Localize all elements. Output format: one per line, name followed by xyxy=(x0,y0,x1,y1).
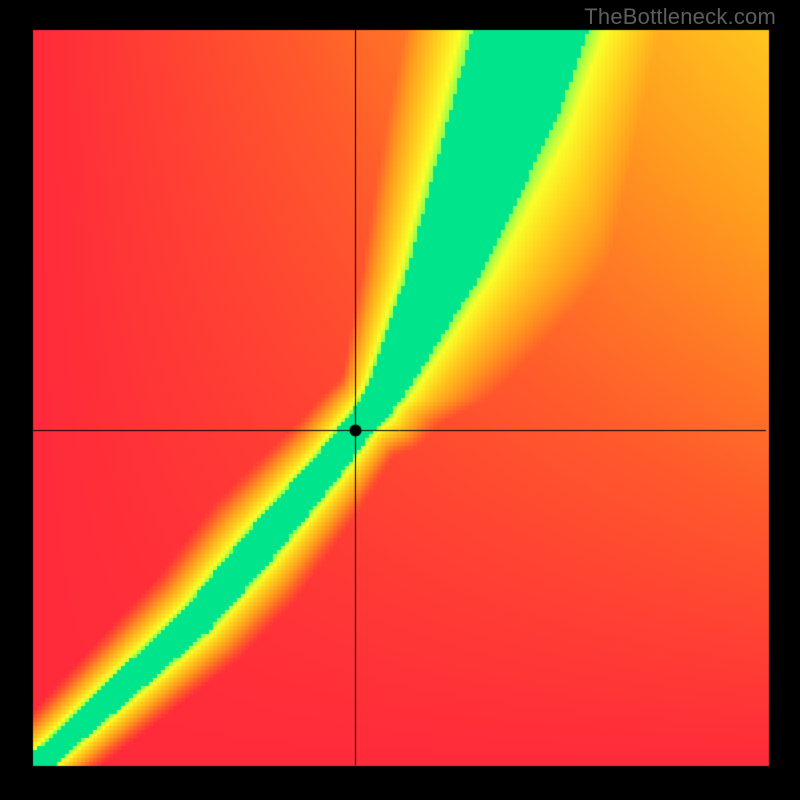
chart-container: TheBottleneck.com xyxy=(0,0,800,800)
bottleneck-heatmap xyxy=(0,0,800,800)
attribution-watermark: TheBottleneck.com xyxy=(584,4,776,30)
